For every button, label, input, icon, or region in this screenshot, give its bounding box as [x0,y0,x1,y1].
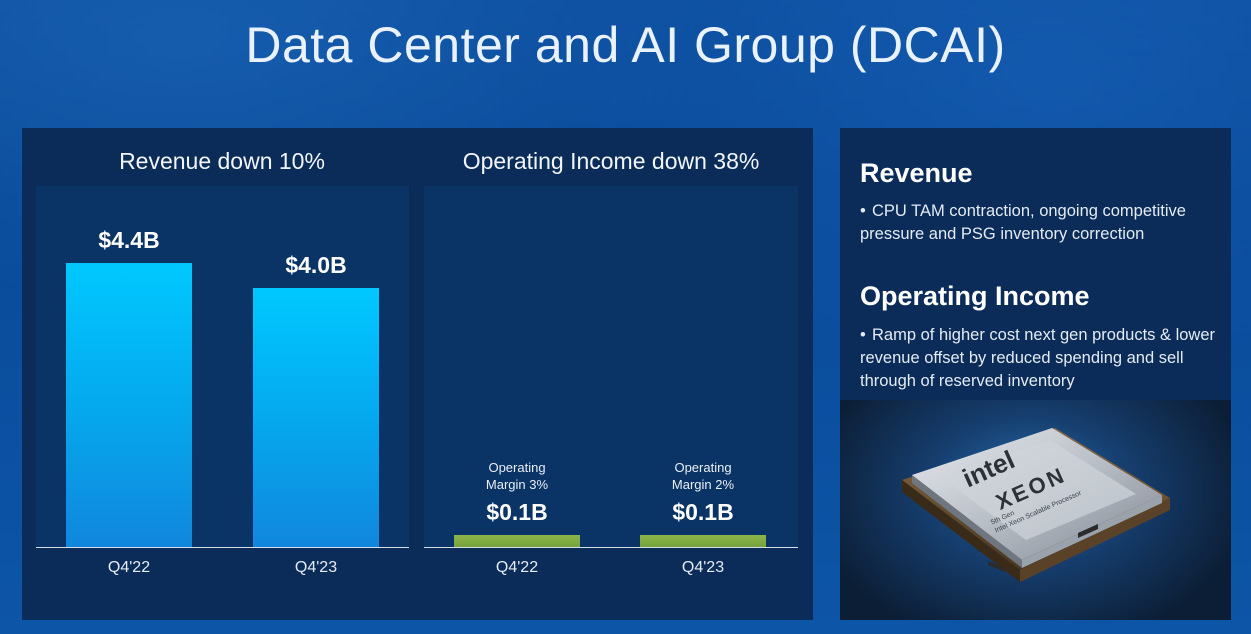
intel-xeon-processor-chip-icon [902,428,1170,582]
operating-income-bullet: • Ramp of higher cost next gen products &… [860,324,1220,393]
commentary-panel: Revenue • CPU TAM contraction, ongoing co… [840,128,1231,620]
annotation-line: Operating [488,460,546,475]
bullet-dot: • [860,326,866,344]
operating-income-baseline [424,547,798,548]
operating-income-data-label: $0.1B [486,499,548,525]
product-image: intel XEON 5th Gen Intel Xeon Scalable P… [840,400,1231,620]
operating-income-bullet-text: Ramp of higher cost next gen products & … [860,326,1216,390]
revenue-chart-title: Revenue down 10% [119,148,325,174]
charts-panel: Revenue down 10% $4.4B Q4'22 $4.0B Q4'23 Op… [22,128,813,620]
revenue-data-label: $4.4B [98,226,160,253]
operating-income-margin-annotation: Operating Margin 2% [643,459,763,493]
revenue-tick-label: Q4'22 [107,559,151,576]
revenue-heading: Revenue [860,158,973,188]
annotation-line: Margin 2% [671,477,735,492]
operating-income-bar [454,535,580,547]
operating-income-margin-annotation: Operating Margin 3% [457,459,577,493]
revenue-tick-label: Q4'23 [294,559,338,576]
annotation-line: Margin 3% [485,477,549,492]
operating-income-tick-label: Q4'23 [681,559,725,576]
operating-income-chart-title: Operating Income down 38% [462,148,760,174]
annotation-line: Operating [674,460,732,475]
operating-income-tick-label: Q4'22 [495,559,539,576]
revenue-bar [253,288,379,547]
revenue-bar [66,262,192,547]
revenue-baseline [36,547,409,548]
revenue-data-label: $4.0B [285,252,347,279]
operating-income-heading: Operating Income [860,281,1090,311]
revenue-bullet: • CPU TAM contraction, ongoing competitiv… [860,200,1220,246]
page-title: Data Center and AI Group (DCAI) [245,17,1006,73]
bullet-dot: • [860,202,866,220]
operating-income-bar [640,535,766,547]
revenue-bullet-text: CPU TAM contraction, ongoing competitive… [860,202,1186,243]
operating-income-plot-area [424,186,798,548]
operating-income-data-label: $0.1B [672,499,734,525]
